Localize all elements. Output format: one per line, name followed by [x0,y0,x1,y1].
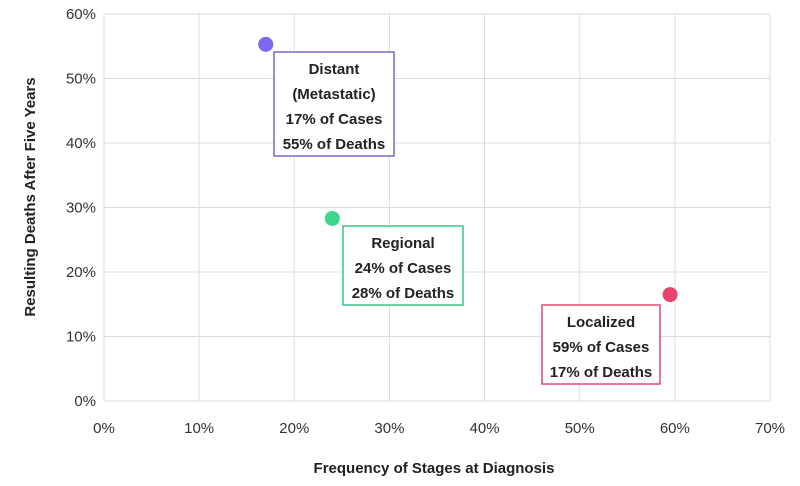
y-tick-label: 60% [66,6,96,23]
x-tick-label: 40% [470,420,500,437]
y-tick-label: 0% [74,393,96,410]
x-tick-label: 10% [184,420,214,437]
y-tick-label: 30% [66,200,96,217]
data-point [324,210,340,226]
annotation-frame [273,51,395,157]
y-tick-label: 40% [66,135,96,152]
y-tick-label: 50% [66,71,96,88]
annotation-boxes: Distant (Metastatic) 17% of Cases 55% of De… [273,51,661,385]
annotation-text: Regional [371,235,434,252]
tick-labels: 0% 10% 20% 30% 40% 50% 60% 70% 0% 10% 20% 30% 40% 50%… [66,6,785,437]
annotation-box: Distant (Metastatic) 17% of Cases 55% of De… [273,51,395,157]
x-tick-label: 50% [565,420,595,437]
data-point [258,36,274,52]
x-tick-label: 20% [279,420,309,437]
annotation-box: Localized 59% of Cases 17% of Deaths [541,304,661,385]
annotation-text: Localized [567,314,635,331]
annotation-text: 59% of Cases [553,339,650,356]
annotation-text: 28% of Deaths [352,285,455,302]
annotation-text: 17% of Cases [286,111,383,128]
annotation-frame [541,304,661,385]
x-tick-label: 70% [755,420,785,437]
data-point [662,287,678,303]
annotation-text: 55% of Deaths [283,136,386,153]
annotation-text: Distant [309,61,360,78]
x-axis-title: Frequency of Stages at Diagnosis [314,460,555,477]
data-points [258,36,678,303]
annotation-text: (Metastatic) [292,86,375,103]
annotation-frame [342,225,464,306]
annotation-box: Regional 24% of Cases 28% of Deaths [342,225,464,306]
annotation-text: 24% of Cases [355,260,452,277]
x-tick-label: 30% [374,420,404,437]
y-axis-title: Resulting Deaths After Five Years [22,77,39,316]
x-tick-label: 0% [93,420,115,437]
y-tick-label: 20% [66,264,96,281]
annotation-text: 17% of Deaths [550,364,653,381]
y-tick-label: 10% [66,329,96,346]
grid [103,13,771,402]
x-tick-label: 60% [660,420,690,437]
